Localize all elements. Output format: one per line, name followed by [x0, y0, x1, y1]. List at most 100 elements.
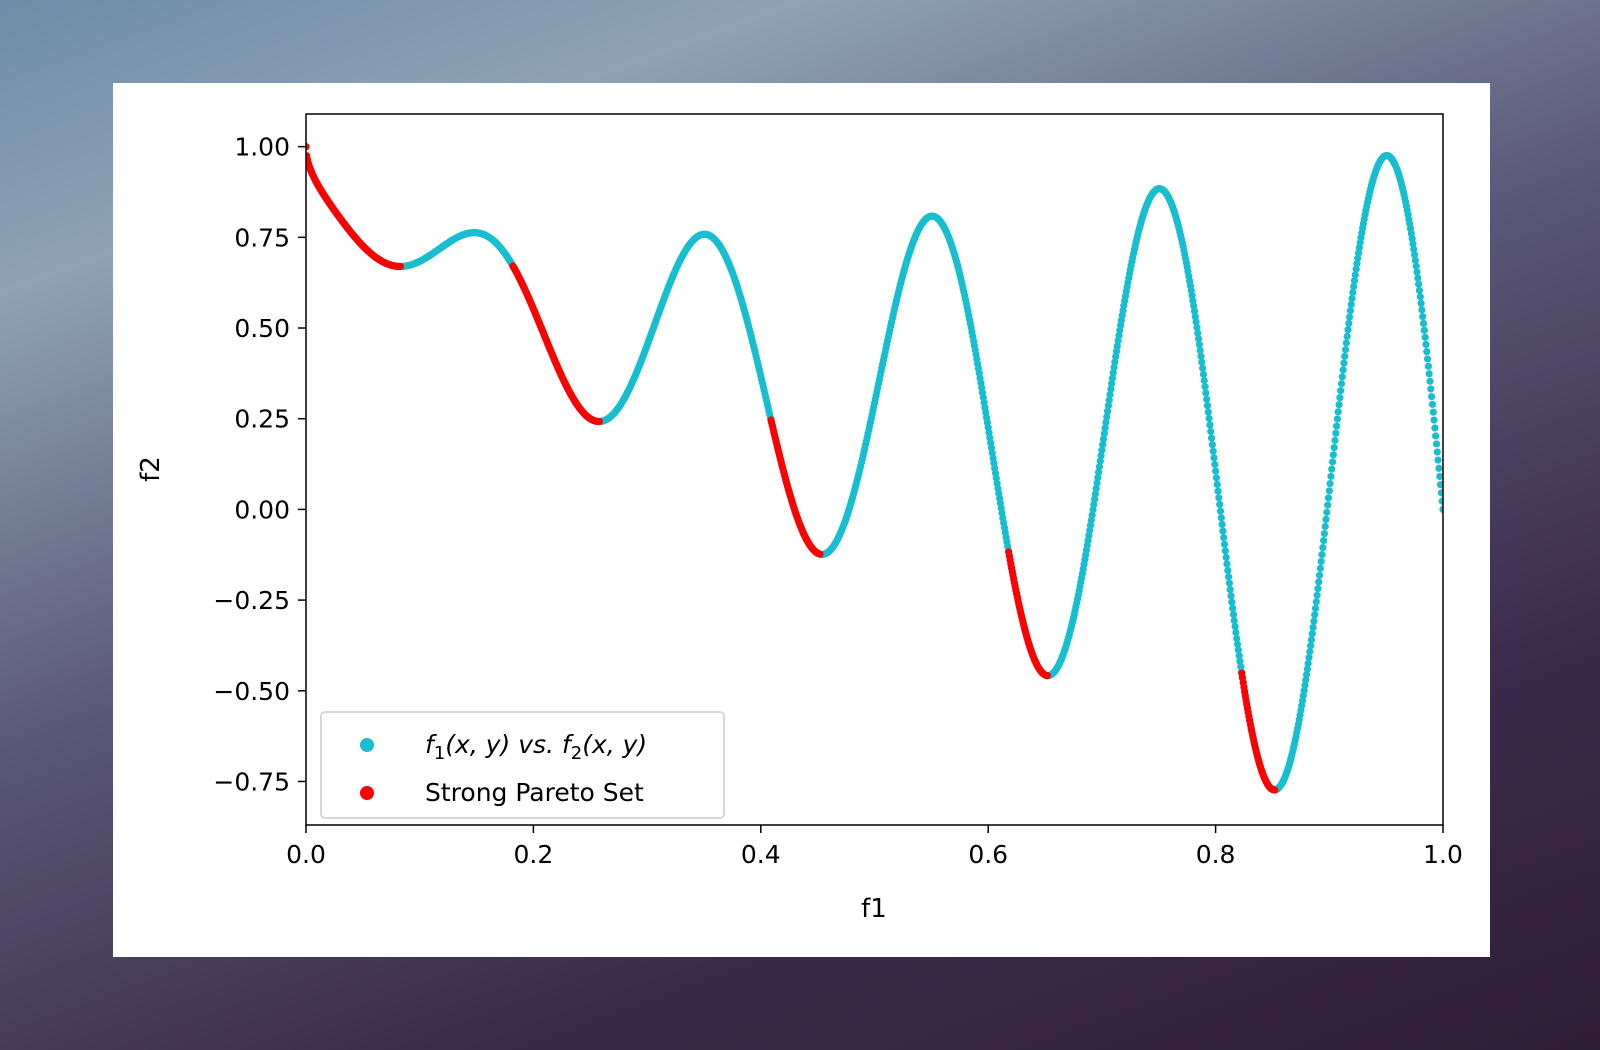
scatter-point [1190, 302, 1198, 310]
scatter-point [1194, 335, 1203, 343]
scatter-point [1232, 628, 1240, 637]
plot-frame [305, 113, 1444, 826]
scatter-point [1101, 424, 1109, 432]
scatter-point [1311, 611, 1319, 619]
scatter-point [1221, 547, 1229, 555]
scatter-point [1191, 312, 1199, 321]
scatter-point [1307, 642, 1315, 650]
scatter-point [1344, 326, 1352, 334]
scatter-point [1322, 515, 1330, 524]
scatter-point [1318, 550, 1326, 559]
scatter-point [1413, 268, 1421, 276]
scatter-point [1237, 663, 1245, 671]
scatter-point [1335, 401, 1343, 409]
scatter-point [1228, 598, 1236, 606]
scatter-point [1340, 359, 1348, 367]
scatter-point [1097, 452, 1105, 460]
scatter-point [1236, 657, 1244, 665]
scatter-point [1341, 346, 1350, 354]
scatter-point [1220, 534, 1228, 542]
x-tick-label: 0.2 [514, 840, 554, 869]
scatter-point [1342, 339, 1350, 347]
scatter-point [1208, 441, 1216, 449]
scatter-point [1351, 271, 1359, 279]
scatter-point [1096, 457, 1104, 465]
scatter-point [1313, 591, 1321, 599]
scatter-point [1323, 508, 1331, 516]
scatter-point [1105, 396, 1113, 404]
scatter-point [1231, 623, 1239, 631]
scatter-point [1419, 313, 1427, 321]
scatter-point [1201, 383, 1209, 391]
scatter-point [1418, 306, 1426, 314]
scatter-point [1346, 307, 1355, 315]
pareto-point [396, 262, 404, 271]
scatter-point [1233, 634, 1241, 643]
scatter-point [1421, 333, 1429, 341]
scatter-point [1229, 604, 1237, 612]
scatter-point [1216, 500, 1224, 509]
scatter-point [1099, 435, 1108, 443]
y-axis-label: f2 [136, 456, 166, 482]
scatter-point [1326, 479, 1334, 488]
scatter-point [1227, 592, 1235, 600]
pareto-point [1271, 786, 1279, 794]
scatter-point [1309, 623, 1317, 632]
scatter-point [1346, 313, 1354, 321]
legend-label-pareto: Strong Pareto Set [425, 778, 644, 807]
chart: 0.0 0.2 0.4 0.6 0.8 1.0 1.00 0.75 0.50 0.25 0.00 −… [136, 113, 1463, 924]
scatter-point [1349, 288, 1357, 296]
scatter-point [1216, 507, 1225, 515]
scatter-point [1308, 630, 1316, 638]
scatter-point [1217, 514, 1225, 522]
scatter-point [1213, 480, 1221, 489]
scatter-point [1102, 418, 1110, 426]
scatter-point [1100, 429, 1108, 438]
scatter-point [1103, 407, 1112, 415]
scatter-point [1215, 494, 1223, 502]
pareto-point [595, 417, 603, 426]
scatter-point [1350, 282, 1358, 291]
scatter-point [1417, 299, 1425, 307]
pareto-point [1043, 672, 1051, 680]
scatter-point [1436, 472, 1443, 481]
scatter-point [1224, 566, 1232, 574]
scatter-point [1319, 544, 1327, 552]
scatter-point [1200, 376, 1208, 385]
scatter-point [1428, 393, 1436, 401]
scatter-point [1416, 293, 1424, 301]
scatter-point [1209, 447, 1217, 455]
scatter-point [1093, 479, 1101, 487]
scatter-point [1303, 665, 1311, 673]
scatter-point [1218, 520, 1226, 529]
scatter-point [1329, 451, 1337, 459]
scatter-point [1412, 262, 1420, 270]
scatter-point [1324, 501, 1332, 509]
scatter-point [1107, 385, 1115, 393]
scatter-point [1320, 529, 1329, 538]
scatter-point [1108, 374, 1117, 382]
x-tick-label: 0.0 [286, 840, 326, 869]
scatter-point [1339, 366, 1347, 374]
scatter-point [1333, 415, 1342, 423]
pareto-point [306, 143, 310, 151]
scatter-point [1225, 579, 1234, 587]
scatter-point [1306, 648, 1314, 656]
scatter-point [1419, 319, 1428, 328]
scatter-point [1095, 463, 1104, 471]
scatter-point [1424, 362, 1432, 370]
scatter-point [1315, 578, 1323, 586]
scatter-point [1199, 370, 1208, 378]
scatter-point [1315, 571, 1324, 579]
scatter-point [1108, 380, 1116, 388]
scatter-point [1090, 495, 1099, 503]
scatter-point [1190, 307, 1199, 315]
scatter-point [1206, 421, 1214, 429]
legend-box [320, 711, 725, 819]
scatter-point [1433, 448, 1441, 456]
scatter-point [1192, 318, 1200, 326]
scatter-point [1415, 280, 1423, 288]
y-tick-label: 1.00 [234, 133, 290, 162]
y-tick-label: −0.50 [213, 677, 290, 706]
scatter-point [1410, 251, 1419, 259]
